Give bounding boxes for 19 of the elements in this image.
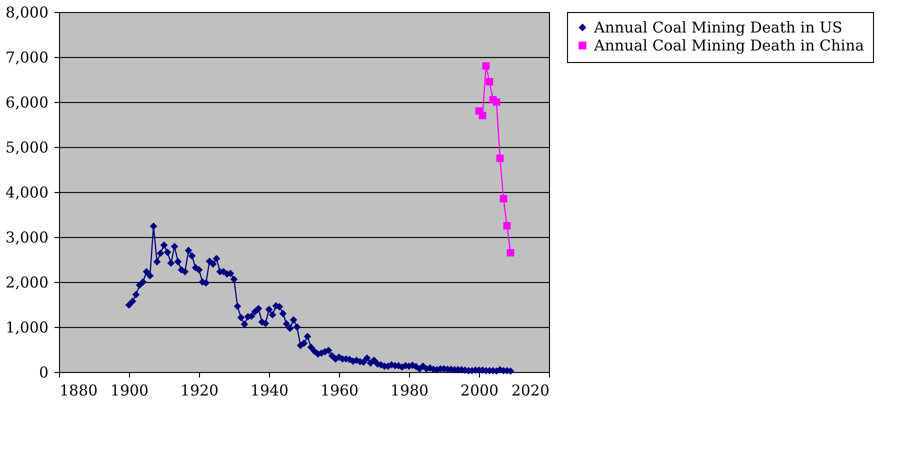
y-tick-label: 7,000 bbox=[6, 48, 48, 66]
y-tick-label: 4,000 bbox=[6, 184, 48, 202]
y-tick-label: 3,000 bbox=[6, 228, 48, 246]
y-tick-label: 5,000 bbox=[6, 138, 48, 156]
legend-label: Annual Coal Mining Death in China bbox=[593, 36, 864, 54]
y-tick-label: 1,000 bbox=[6, 318, 48, 336]
x-tick-label: 1900 bbox=[110, 382, 149, 400]
x-tick-label: 2020 bbox=[511, 382, 550, 400]
x-tick-label: 1980 bbox=[390, 382, 429, 400]
legend-label: Annual Coal Mining Death in US bbox=[593, 18, 842, 36]
x-tick-label: 2000 bbox=[460, 382, 499, 400]
x-tick-label: 1940 bbox=[250, 382, 289, 400]
y-tick-label: 8,000 bbox=[6, 4, 48, 22]
x-tick-label: 1920 bbox=[180, 382, 219, 400]
x-tick-label: 1960 bbox=[320, 382, 359, 400]
y-tick-label: 2,000 bbox=[6, 274, 48, 292]
y-tick-label: 6,000 bbox=[6, 94, 48, 112]
x-tick-label: 1880 bbox=[60, 382, 98, 400]
y-tick-label: 0 bbox=[38, 364, 48, 382]
